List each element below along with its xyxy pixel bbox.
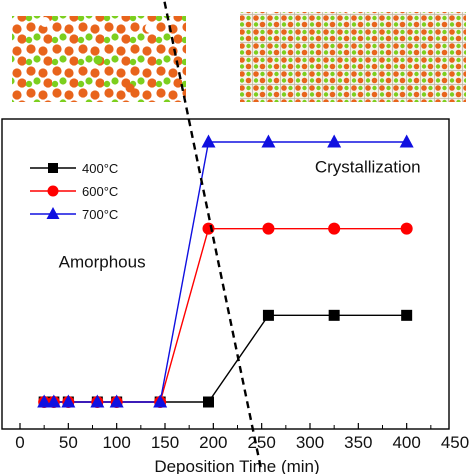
- x-tick-label-300: 300: [296, 433, 324, 452]
- data-point-700-325: [327, 134, 342, 148]
- data-point-400-257: [262, 309, 274, 321]
- x-tick-label-50: 50: [59, 433, 78, 452]
- phase-boundary-dashed-line: [162, 0, 263, 473]
- data-point-400-400: [401, 309, 413, 321]
- data-point-700-80: [90, 394, 105, 408]
- x-tick-label-350: 350: [344, 433, 372, 452]
- x-axis-ticks: [19, 423, 432, 429]
- data-point-600-257: [262, 222, 275, 235]
- x-tick-label-200: 200: [199, 433, 227, 452]
- data-point-400-195: [203, 396, 214, 408]
- data-point-600-195: [202, 222, 215, 235]
- data-point-400-325: [328, 309, 340, 321]
- inset-amorphous: [12, 16, 186, 102]
- series-line-400: [44, 314, 407, 403]
- legend-marker-700: [46, 207, 60, 219]
- x-tick-label-450: 450: [441, 433, 469, 452]
- legend-label-600: 600°C: [82, 184, 118, 199]
- data-point-600-325: [328, 222, 341, 235]
- x-tick-label-100: 100: [102, 433, 130, 452]
- x-axis-tick-labels: 0 50 100 150 200 250 300 350 400 450: [15, 433, 469, 452]
- legend-marker-600: [47, 185, 59, 197]
- legend-label-700: 700°C: [82, 207, 118, 222]
- data-point-700-35: [46, 394, 61, 408]
- annotation-crystallization: Crystallization: [315, 157, 421, 176]
- data-point-700-50: [61, 394, 76, 408]
- data-point-700-100: [109, 394, 124, 408]
- series-layer: [37, 134, 414, 408]
- data-point-700-25: [37, 394, 52, 408]
- legend-marker-400: [48, 163, 58, 173]
- x-tick-label-400: 400: [392, 433, 420, 452]
- data-point-700-195: [201, 134, 216, 148]
- data-point-700-400: [399, 134, 414, 148]
- annotation-amorphous: Amorphous: [59, 253, 146, 272]
- x-tick-label-250: 250: [247, 433, 275, 452]
- inset-crystalline: [240, 2, 466, 102]
- data-point-700-257: [261, 134, 276, 148]
- plot-frame: [1, 118, 450, 430]
- legend: 400°C 600°C 700°C: [30, 161, 118, 222]
- series-line-700: [44, 141, 407, 403]
- x-axis-title: Deposition Time (min): [154, 457, 319, 474]
- data-point-600-400: [400, 222, 413, 235]
- data-point-700-145: [153, 394, 168, 408]
- legend-label-400: 400°C: [82, 161, 118, 176]
- x-tick-label-150: 150: [151, 433, 179, 452]
- x-tick-label-0: 0: [15, 433, 24, 452]
